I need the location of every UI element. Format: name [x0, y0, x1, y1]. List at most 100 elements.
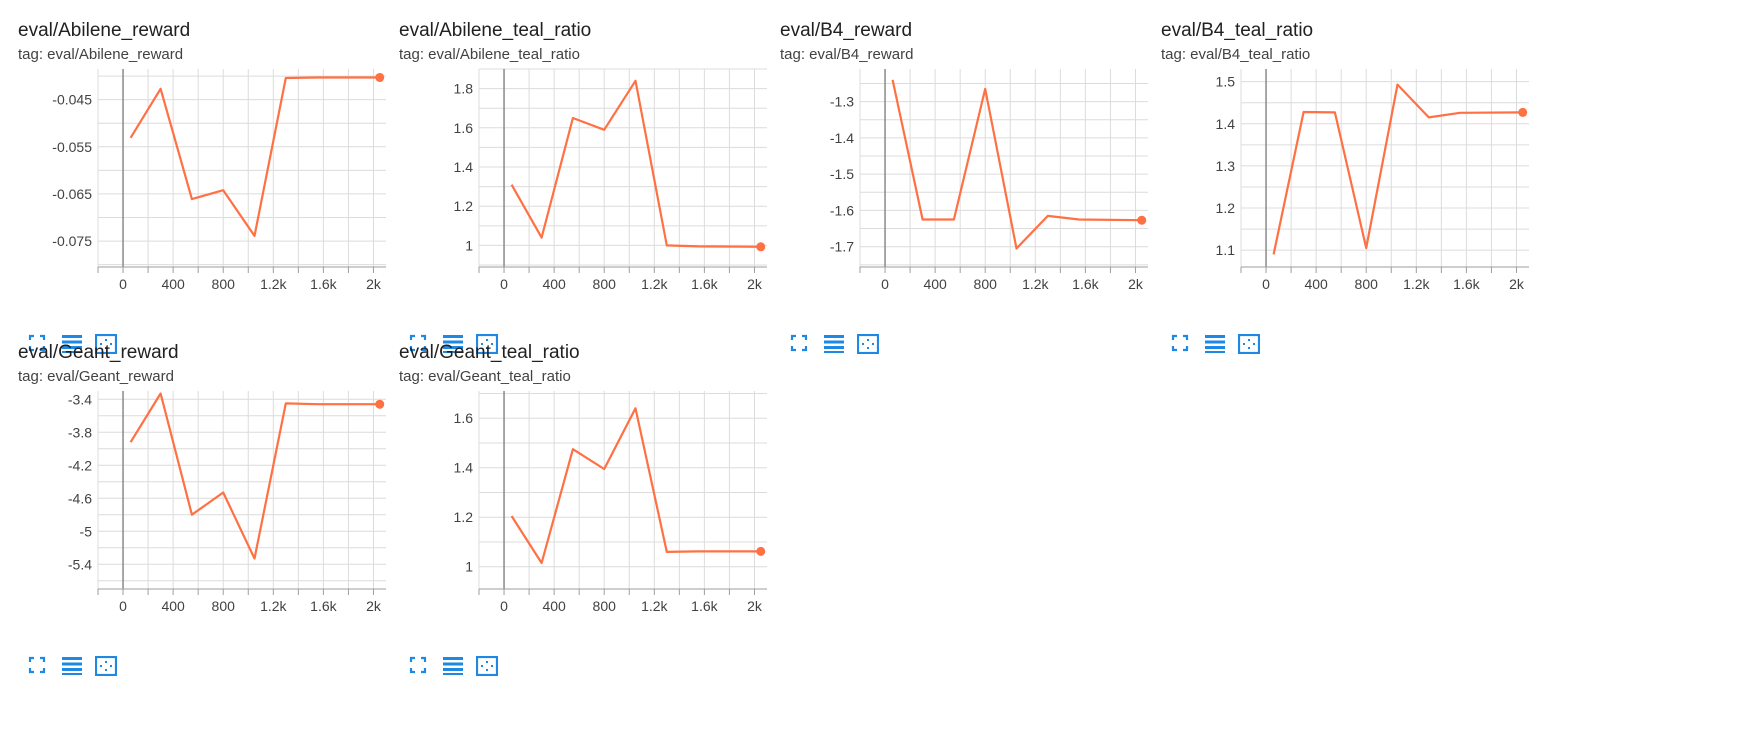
chart-card: eval/Geant_reward tag: eval/Geant_reward 0…	[0, 322, 395, 676]
chart-card: eval/B4_teal_ratio tag: eval/B4_teal_rati…	[1143, 0, 1538, 354]
x-tick-label: 1.2k	[1403, 276, 1430, 292]
data-point[interactable]	[540, 561, 544, 565]
data-point[interactable]	[510, 183, 514, 187]
data-point[interactable]	[1077, 217, 1081, 221]
data-point[interactable]	[571, 116, 575, 120]
fit-domain-button[interactable]	[92, 330, 120, 358]
fullscreen-button[interactable]	[24, 330, 52, 358]
data-point[interactable]	[284, 401, 288, 405]
data-point[interactable]	[891, 78, 895, 82]
x-tick-label: 2k	[366, 598, 382, 614]
data-point[interactable]	[1364, 246, 1368, 250]
data-point[interactable]	[190, 197, 194, 201]
data-point[interactable]	[1272, 252, 1276, 256]
data-point[interactable]	[1046, 214, 1050, 218]
series-line[interactable]	[510, 79, 761, 248]
y-tick-label: -3.4	[68, 391, 92, 407]
last-value-marker[interactable]	[1137, 215, 1147, 225]
data-point[interactable]	[129, 440, 133, 444]
fit-domain-button[interactable]	[473, 652, 501, 680]
x-tick-label: 1.2k	[641, 598, 668, 614]
data-point[interactable]	[1427, 115, 1431, 119]
series-line[interactable]	[891, 79, 1142, 250]
data-point[interactable]	[159, 87, 163, 91]
chart-plot[interactable]: 0 400 800 1.2k 1.6k 2k -0.045 -0.055 -0.065 -0.07…	[0, 66, 395, 321]
series-line[interactable]	[510, 407, 761, 565]
data-point[interactable]	[315, 75, 319, 79]
data-table-button[interactable]	[58, 652, 86, 680]
last-value-marker[interactable]	[375, 72, 385, 82]
fullscreen-icon	[790, 334, 810, 354]
data-point[interactable]	[602, 467, 606, 471]
y-tick-label: -1.3	[830, 94, 854, 110]
fullscreen-button[interactable]	[786, 330, 814, 358]
last-value-marker[interactable]	[375, 399, 385, 409]
x-tick-label: 1.6k	[1072, 276, 1099, 292]
fit-domain-button[interactable]	[92, 652, 120, 680]
data-point[interactable]	[696, 549, 700, 553]
data-point[interactable]	[315, 402, 319, 406]
y-tick-label: 1.2	[1216, 200, 1236, 216]
fit-domain-button[interactable]	[1235, 330, 1263, 358]
fullscreen-button[interactable]	[405, 652, 433, 680]
last-value-marker[interactable]	[756, 546, 766, 556]
chart-tag: tag: eval/B4_reward	[780, 46, 914, 63]
series-line[interactable]	[1272, 83, 1523, 255]
data-point[interactable]	[1302, 110, 1306, 114]
last-value-marker[interactable]	[1518, 107, 1528, 117]
data-point[interactable]	[634, 79, 638, 83]
fullscreen-button[interactable]	[405, 330, 433, 358]
fullscreen-button[interactable]	[24, 652, 52, 680]
data-table-button[interactable]	[1201, 330, 1229, 358]
data-table-icon	[1205, 334, 1225, 354]
data-point[interactable]	[696, 244, 700, 248]
fit-domain-icon	[95, 656, 117, 676]
data-point[interactable]	[1458, 111, 1462, 115]
data-table-button[interactable]	[439, 330, 467, 358]
x-tick-label: 1.2k	[260, 598, 287, 614]
data-point[interactable]	[253, 556, 257, 560]
data-point[interactable]	[665, 243, 669, 247]
y-tick-label: -4.6	[68, 490, 92, 506]
chart-plot[interactable]: 0 400 800 1.2k 1.6k 2k 1 1.2 1.4 1.6 1.8	[381, 66, 776, 321]
data-point[interactable]	[1396, 83, 1400, 87]
data-point[interactable]	[510, 514, 514, 518]
chart-plot[interactable]: 0 400 800 1.2k 1.6k 2k 1 1.2 1.4 1.6	[381, 388, 776, 643]
data-point[interactable]	[983, 87, 987, 91]
x-tick-label: 1.6k	[310, 598, 337, 614]
data-table-button[interactable]	[820, 330, 848, 358]
data-point[interactable]	[540, 236, 544, 240]
chart-plot[interactable]: 0 400 800 1.2k 1.6k 2k -3.4 -3.8 -4.2 -4.6 -5 -5.4	[0, 388, 395, 643]
chart-title: eval/B4_teal_ratio	[1161, 20, 1314, 41]
data-point[interactable]	[221, 490, 225, 494]
data-point[interactable]	[159, 391, 163, 395]
data-point[interactable]	[921, 217, 925, 221]
chart-plot[interactable]: 0 400 800 1.2k 1.6k 2k -1.3 -1.4 -1.5 -1.6 -1.7	[762, 66, 1157, 321]
data-point[interactable]	[952, 217, 956, 221]
data-point[interactable]	[221, 188, 225, 192]
data-table-button[interactable]	[439, 652, 467, 680]
fit-domain-button[interactable]	[854, 330, 882, 358]
chart-plot[interactable]: 0 400 800 1.2k 1.6k 2k 1.1 1.2 1.3 1.4 1.5	[1143, 66, 1538, 321]
data-point[interactable]	[571, 447, 575, 451]
data-point[interactable]	[190, 513, 194, 517]
x-tick-label: 1.6k	[691, 598, 718, 614]
series-line[interactable]	[129, 392, 380, 560]
series-line[interactable]	[129, 76, 380, 237]
data-point[interactable]	[602, 128, 606, 132]
data-point[interactable]	[253, 234, 257, 238]
data-point[interactable]	[665, 550, 669, 554]
data-point[interactable]	[284, 76, 288, 80]
fullscreen-button[interactable]	[1167, 330, 1195, 358]
data-point[interactable]	[129, 136, 133, 140]
last-value-marker[interactable]	[756, 242, 766, 252]
fit-domain-button[interactable]	[473, 330, 501, 358]
chart-title: eval/Geant_reward	[18, 342, 179, 363]
x-tick-label: 1.6k	[691, 276, 718, 292]
data-point[interactable]	[634, 406, 638, 410]
y-tick-label: 1.5	[1216, 74, 1236, 90]
x-tick-label: 0	[500, 276, 508, 292]
data-table-button[interactable]	[58, 330, 86, 358]
data-point[interactable]	[1333, 110, 1337, 114]
data-point[interactable]	[1015, 247, 1019, 251]
